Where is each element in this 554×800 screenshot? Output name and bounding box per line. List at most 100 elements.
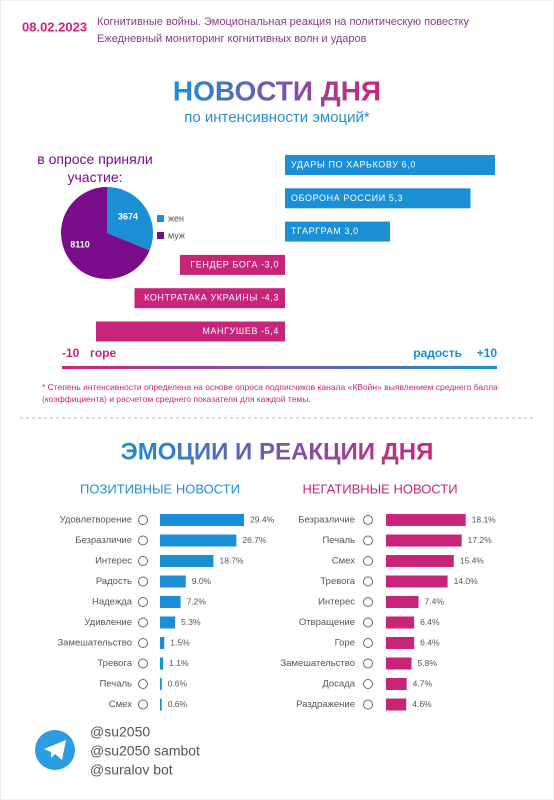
news-value: -3,0 [261, 260, 279, 270]
category-label: Удовлетворение [60, 515, 132, 526]
handle[interactable]: @suralov bot [90, 762, 173, 778]
news-label: МАНГУШЕВ -5,4 [202, 326, 279, 336]
news-label: УДАРЫ ПО ХАРЬКОВУ 6,0 [291, 160, 416, 170]
news-label: ГЕНДЕР БОГА -3,0 [190, 260, 279, 270]
header-line: Когнитивные войны. Эмоциональная реакция… [97, 16, 470, 28]
emotion-icon [138, 535, 148, 546]
pie-title: в опросе приняли участие: [37, 151, 153, 185]
value-label: 6.4% [420, 637, 440, 647]
emotion-icon [138, 515, 148, 525]
handle[interactable]: @su2050 [90, 724, 150, 740]
legend-label: муж [168, 230, 185, 240]
emotion-icon [363, 658, 373, 669]
emotion-icon [363, 556, 373, 566]
news-category: КОНТРАТАКА УКРАИНЫ [144, 293, 258, 303]
value-label: 7.2% [187, 596, 207, 606]
category-label: Раздражение [296, 699, 355, 710]
slice-label: 3674 [118, 211, 138, 221]
value-label: 26.7% [242, 535, 267, 545]
news-value: 5,3 [389, 193, 403, 203]
bar [160, 657, 164, 670]
pie-slice [61, 187, 150, 279]
section-subtitle: по интенсивности эмоций* [184, 109, 370, 126]
category-label: Безразличие [298, 515, 355, 526]
value-label: 0.6% [168, 678, 188, 688]
bar [160, 555, 214, 567]
bar [160, 698, 162, 711]
bar [160, 534, 237, 547]
handle[interactable]: @su2050 sambot [90, 743, 200, 759]
bar [386, 514, 466, 526]
footnote: * Степень интенсивности определена на ос… [42, 382, 498, 404]
value-label: 4.6% [412, 699, 432, 709]
news-value: 3,0 [344, 226, 358, 236]
date: 08.02.2023 [22, 19, 87, 34]
value-label: 1.1% [169, 658, 189, 668]
value-label: 5.8% [418, 658, 438, 668]
category-label: Тревога [320, 576, 355, 587]
category-label: Интерес [95, 556, 132, 567]
news-label: КОНТРАТАКА УКРАИНЫ -4,3 [144, 293, 279, 303]
bar [160, 637, 165, 649]
emotion-icon [363, 515, 373, 525]
scale-tick-label: -10 [62, 346, 80, 360]
emotion-icon [138, 638, 148, 648]
value-label: 1.5% [170, 637, 190, 647]
bar [386, 616, 415, 629]
emotion-icon [138, 617, 148, 628]
legend-label: жен [168, 213, 184, 223]
slice-label: 8110 [70, 239, 90, 249]
section-title: ЭМОЦИИ И РЕАКЦИИ ДНЯ [121, 438, 434, 465]
scale-tick-label: +10 [477, 346, 498, 360]
category-label: Печаль [99, 679, 132, 690]
emotion-icon [138, 699, 148, 710]
emotion-icon [138, 679, 148, 689]
value-label: 17.2% [468, 535, 493, 545]
value-label: 6.4% [420, 617, 440, 627]
news-bar [285, 155, 495, 175]
news-category: ТГАРГРАМ [291, 226, 341, 236]
bar [386, 678, 407, 690]
emotion-icon [138, 576, 148, 587]
bar [160, 514, 245, 526]
value-label: 18.7% [219, 555, 244, 565]
category-label: Интерес [318, 597, 355, 608]
chart-title: НЕГАТИВНЫЕ НОВОСТИ [302, 481, 457, 496]
legend-swatch [157, 215, 164, 222]
news-bar [180, 254, 285, 275]
value-label: 18.1% [472, 514, 497, 524]
bar [160, 575, 186, 588]
bar [386, 534, 462, 547]
news-category: ГЕНДЕР БОГА [190, 260, 258, 270]
bar [160, 616, 176, 629]
value-label: 0.6% [168, 699, 188, 709]
emotion-icon [363, 617, 373, 628]
category-label: Удивление [84, 617, 132, 628]
emotion-icon [138, 597, 148, 607]
value-label: 7.4% [425, 596, 445, 606]
bar [386, 657, 412, 670]
news-value: -4,3 [261, 293, 279, 303]
news-category: УДАРЫ ПО ХАРЬКОВУ [291, 160, 399, 170]
scale-label: радость [413, 346, 462, 360]
emotion-icon [363, 638, 373, 648]
bar [160, 596, 181, 608]
bar [386, 698, 407, 711]
emotion-icon [363, 679, 373, 689]
value-label: 15.4% [460, 555, 485, 565]
chart-title: ПОЗИТИВНЫЕ НОВОСТИ [80, 481, 240, 496]
emotion-icon [138, 658, 148, 669]
category-label: Надежда [92, 597, 133, 608]
category-label: Отвращение [299, 617, 355, 628]
category-label: Безразличие [75, 535, 132, 546]
bar [160, 678, 162, 690]
category-label: Замешательство [280, 658, 355, 669]
section-title: НОВОСТИ ДНЯ [173, 75, 381, 106]
news-bar [285, 188, 471, 209]
category-label: Радость [96, 576, 132, 587]
legend-swatch [157, 232, 164, 239]
category-label: Замешательство [57, 638, 132, 649]
